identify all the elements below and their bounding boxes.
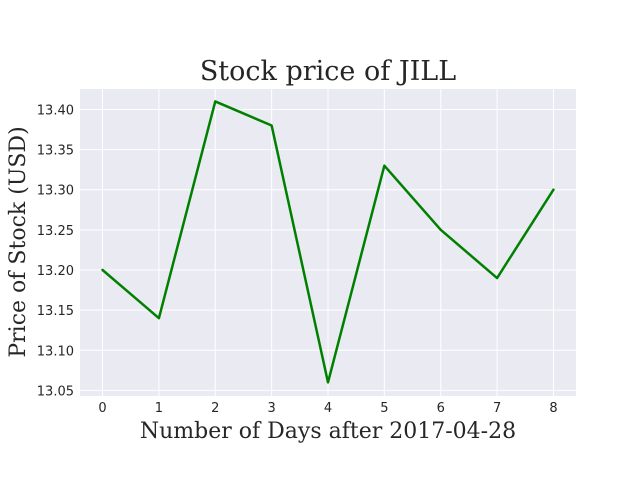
grid-lines [80,89,576,396]
y-tick-label: 13.15 [37,304,74,319]
y-tick-label: 13.20 [37,264,74,279]
x-axis-label: Number of Days after 2017-04-28 [140,419,516,444]
series-line-0 [101,100,555,384]
y-tick-label: 13.05 [37,384,74,399]
x-tick-label: 0 [98,401,106,416]
x-tick-label: 1 [155,401,163,416]
x-tick-labels: 0 1 2 3 4 5 6 7 8 [98,401,557,416]
y-tick-label: 13.25 [37,224,74,239]
y-tick-label: 13.40 [37,103,74,118]
x-tick-label: 2 [211,401,219,416]
x-tick-label: 6 [437,401,445,416]
chart-title: Stock price of JILL [200,56,456,87]
y-tick-label: 13.30 [37,184,74,199]
y-tick-label: 13.35 [37,144,74,159]
y-tick-labels: 13.05 13.10 13.15 13.20 13.25 13.30 13.35 13.40 [37,103,74,399]
x-tick-label: 8 [549,401,557,416]
y-axis-label: Price of Stock (USD) [6,126,31,357]
x-tick-label: 7 [493,401,501,416]
series-layer [101,100,555,384]
x-tick-label: 3 [267,401,275,416]
y-tick-label: 13.10 [37,344,74,359]
x-tick-label: 5 [380,401,388,416]
x-tick-label: 4 [324,401,332,416]
